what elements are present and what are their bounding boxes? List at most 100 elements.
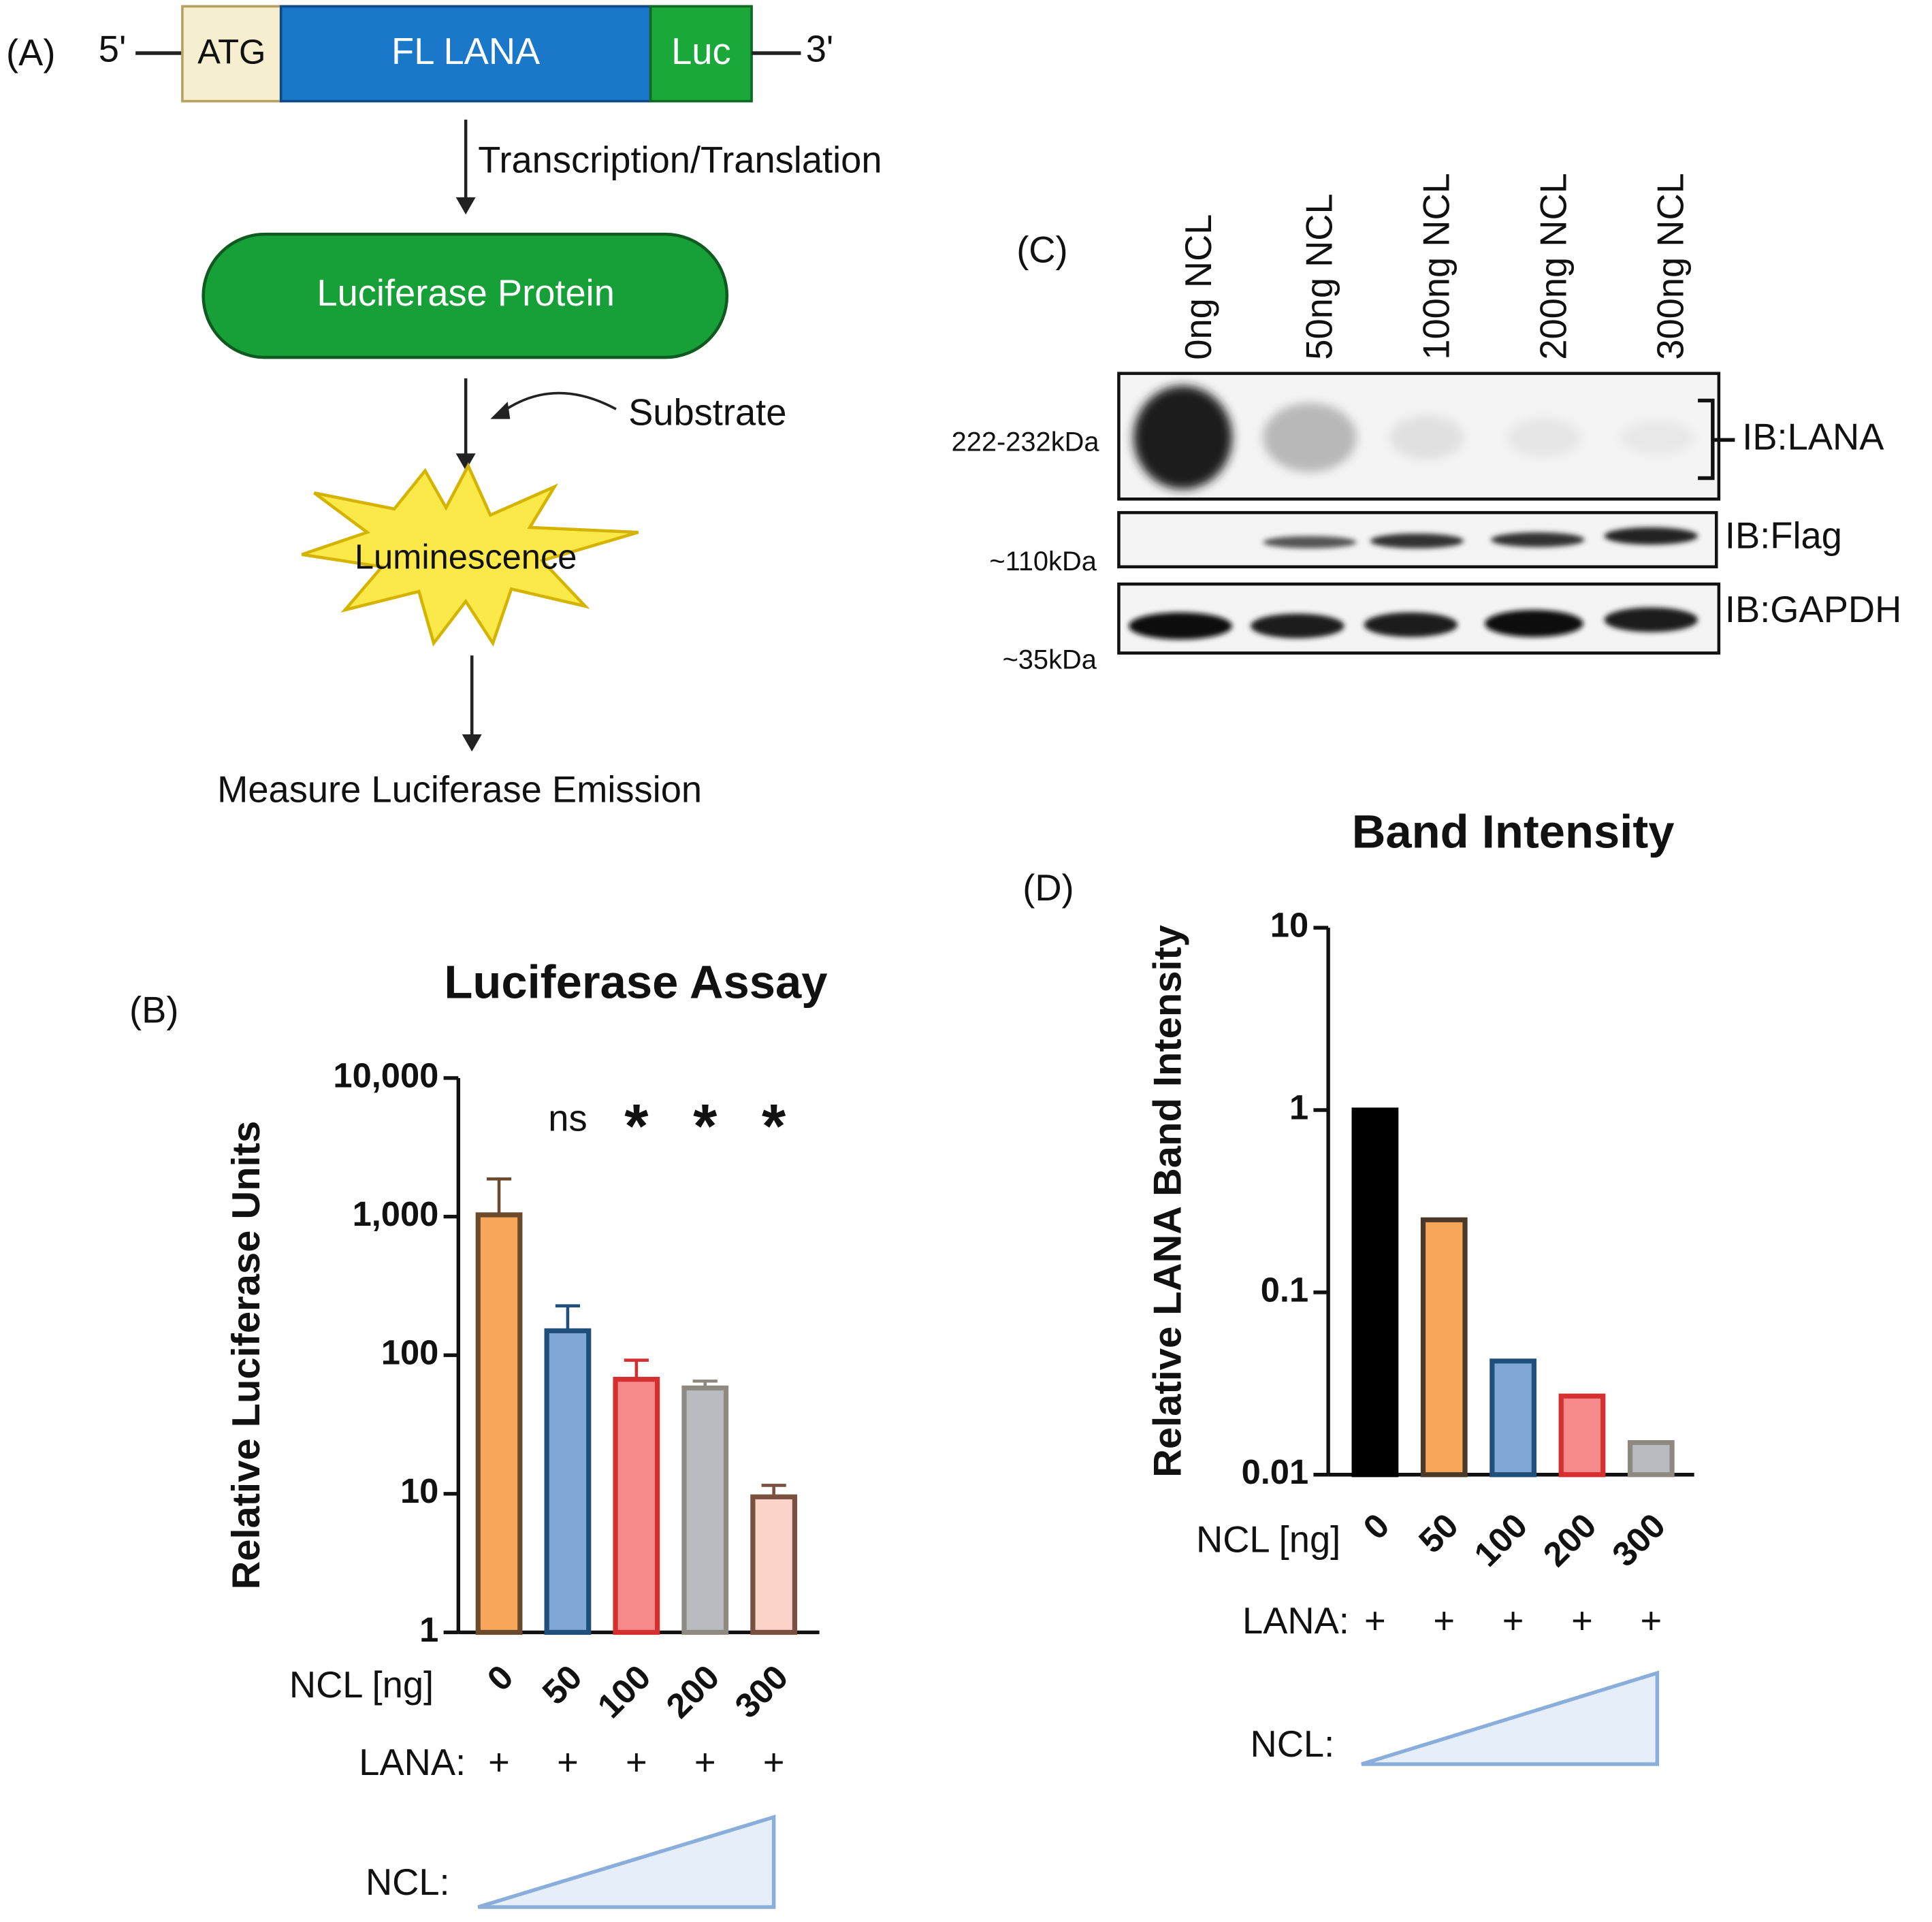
gapdh-bands — [1128, 607, 1698, 640]
panel-label: (A) — [6, 32, 55, 74]
y-tick-label: 100 — [381, 1333, 439, 1372]
size-label: 222-232kDa — [952, 427, 1100, 457]
error-bar — [692, 1380, 718, 1388]
x-tick-label: 100 — [590, 1657, 658, 1725]
x-tick-label: 200 — [1536, 1505, 1604, 1574]
arrow-head — [490, 402, 511, 419]
x-axis-label: NCL [ng] — [289, 1664, 434, 1706]
gradient-triangle — [477, 1814, 776, 1909]
y-axis-label: Relative Luciferase Units — [225, 1121, 268, 1590]
panel-label: (B) — [129, 989, 178, 1030]
bar — [681, 1385, 729, 1635]
significance-label: * — [762, 1092, 786, 1161]
bar — [1420, 1217, 1468, 1478]
x-tick-label: 200 — [658, 1657, 726, 1725]
lane-label: 100ng NCL — [1415, 173, 1457, 360]
bar — [750, 1494, 798, 1635]
readout-label: Measure Luciferase Emission — [217, 768, 702, 810]
y-tick-label: 10 — [1270, 906, 1308, 945]
row-value: + — [694, 1742, 716, 1783]
bar — [475, 1212, 523, 1635]
row-value: + — [1364, 1600, 1386, 1642]
x-tick-label: 50 — [1411, 1505, 1466, 1560]
row-value: + — [488, 1742, 510, 1783]
chart-title: Luciferase Assay — [444, 956, 827, 1008]
y-tick-label: 1,000 — [353, 1194, 439, 1233]
size-label: ~35kDa — [1003, 645, 1097, 675]
lane-label: 300ng NCL — [1649, 173, 1691, 360]
three-prime: 3' — [806, 29, 834, 70]
gradient-label: NCL: — [366, 1861, 450, 1903]
arrow-head — [462, 734, 482, 752]
significance-label: * — [624, 1092, 649, 1161]
protein-box — [202, 232, 729, 359]
row-label: LANA: — [1242, 1600, 1349, 1642]
error-bar — [555, 1304, 581, 1331]
x-axis-label: NCL [ng] — [1196, 1519, 1340, 1561]
x-tick-label: 50 — [535, 1657, 590, 1712]
bar — [1490, 1358, 1537, 1478]
segment-label: FL LANA — [391, 31, 541, 72]
y-axis-label: Relative LANA Band Intensity — [1146, 925, 1190, 1478]
error-bar — [761, 1484, 786, 1497]
y-tick-label: 1 — [1289, 1088, 1308, 1126]
segment-label: ATG — [197, 32, 265, 71]
panel-label: (D) — [1023, 867, 1074, 909]
chart-title: Band Intensity — [1352, 806, 1675, 858]
row-value: + — [1640, 1600, 1662, 1642]
bar — [544, 1328, 592, 1635]
row-value: + — [1571, 1600, 1593, 1642]
x-tick-label: 0 — [480, 1657, 521, 1698]
row-value: + — [763, 1742, 785, 1783]
x-tick-label: 300 — [1605, 1505, 1673, 1574]
x-tick-label: 0 — [1355, 1505, 1396, 1546]
bar — [1627, 1439, 1675, 1478]
substrate-label: Substrate — [628, 392, 786, 434]
error-bar — [624, 1358, 649, 1380]
antibody-label: IB:GAPDH — [1725, 589, 1901, 630]
panel-c: (C) 0ng NCL 50ng NCL 100ng NCL 200ng NCL… — [952, 173, 1902, 675]
panel-label: (C) — [1016, 229, 1067, 271]
lane-label: 200ng NCL — [1532, 173, 1574, 360]
luminescence-star — [301, 462, 639, 647]
signal-label: Luminescence — [355, 537, 577, 576]
step-label: Transcription/Translation — [478, 139, 882, 180]
x-tick-label: 100 — [1466, 1505, 1534, 1574]
y-tick-label: 1 — [419, 1610, 438, 1649]
row-label: LANA: — [359, 1742, 466, 1783]
lana-box — [279, 5, 652, 103]
row-value: + — [1502, 1600, 1524, 1642]
row-value: + — [557, 1742, 579, 1783]
arrow-head — [455, 197, 476, 215]
y-tick-label: 10 — [400, 1471, 438, 1510]
row-value: + — [1433, 1600, 1455, 1642]
protein-label: Luciferase Protein — [317, 272, 615, 314]
panel-a: (A) 5' ATG FL LANA Luc 3' Transcription/… — [6, 5, 882, 810]
arrow-head — [455, 453, 476, 471]
size-label: ~110kDa — [989, 547, 1097, 576]
bar — [1351, 1107, 1399, 1478]
bar — [613, 1376, 660, 1635]
curved-arrow — [502, 391, 617, 413]
row-value: + — [626, 1742, 647, 1783]
significance-label: ns — [548, 1098, 587, 1139]
lana-bands — [1133, 385, 1694, 489]
y-tick-label: 0.01 — [1242, 1452, 1309, 1491]
antibody-label: IB:LANA — [1742, 417, 1884, 458]
significance-label: * — [693, 1092, 718, 1161]
y-tick-label: 10,000 — [333, 1056, 438, 1094]
bar — [1558, 1393, 1606, 1478]
lane-label: 0ng NCL — [1178, 214, 1219, 359]
bracket — [1698, 398, 1735, 481]
y-tick-label: 0.1 — [1261, 1270, 1308, 1309]
luc-box — [649, 5, 753, 103]
five-prime: 5' — [99, 29, 127, 70]
error-bar — [486, 1177, 512, 1215]
lane-label: 50ng NCL — [1298, 193, 1340, 359]
x-tick-label: 300 — [727, 1657, 795, 1725]
gradient-label: NCL: — [1251, 1723, 1335, 1765]
segment-label: Luc — [671, 31, 731, 72]
gradient-triangle — [1361, 1670, 1660, 1766]
